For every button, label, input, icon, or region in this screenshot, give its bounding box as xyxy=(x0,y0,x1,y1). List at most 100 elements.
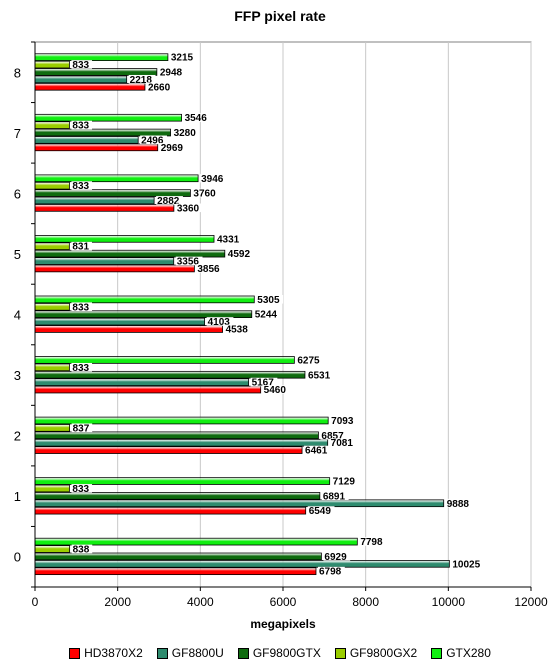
data-label-bg xyxy=(216,234,243,244)
data-label-bg xyxy=(307,506,335,515)
data-label: 6857 xyxy=(321,431,344,442)
bar-gtx280 xyxy=(34,113,182,122)
data-label: 5167 xyxy=(252,378,275,389)
data-label: 6531 xyxy=(308,370,331,381)
bar-gf8800u xyxy=(34,136,139,144)
data-label: 7093 xyxy=(331,416,354,427)
legend-swatch xyxy=(156,647,168,659)
data-label: 7129 xyxy=(333,477,356,488)
data-label-bg xyxy=(156,196,183,205)
data-label: 3360 xyxy=(177,203,200,214)
data-label: 3356 xyxy=(177,257,200,268)
y-tick-label: 2 xyxy=(14,429,21,444)
data-label: 6891 xyxy=(323,491,346,502)
legend-swatch xyxy=(237,647,249,659)
x-tick-label: 10000 xyxy=(432,595,466,609)
data-label: 6798 xyxy=(319,567,342,578)
y-tick-label: 6 xyxy=(14,186,21,201)
data-label: 3215 xyxy=(171,53,194,64)
bar-gtx280 xyxy=(34,53,169,61)
data-label: 7798 xyxy=(360,537,383,548)
bar-gf8800u xyxy=(34,438,329,447)
legend-label: GF8800U xyxy=(171,646,224,660)
x-tick-label: 12000 xyxy=(514,595,548,609)
legend-swatch xyxy=(334,647,346,659)
data-label-bg xyxy=(71,181,93,190)
data-label: 2218 xyxy=(130,75,153,86)
data-label-bg xyxy=(183,113,211,122)
data-label-bg xyxy=(71,484,93,493)
data-label: 838 xyxy=(73,545,90,556)
y-tick-label: 5 xyxy=(14,247,21,262)
bar-hd3870x2 xyxy=(34,204,175,212)
data-label-bg xyxy=(196,264,224,273)
data-label-bg xyxy=(128,74,156,84)
data-label: 6461 xyxy=(305,446,328,457)
data-label: 4331 xyxy=(217,234,240,245)
bar-hd3870x2 xyxy=(34,567,317,576)
data-label: 833 xyxy=(72,60,89,71)
legend-label: GF9800GTX xyxy=(252,646,321,660)
legend: HD3870X2 GF8800U GF9800GTX GF9800GX2 GTX280 xyxy=(0,646,560,660)
data-label-bg xyxy=(159,142,187,152)
bar-gf9800gx2 xyxy=(34,424,70,432)
data-label: 833 xyxy=(72,121,89,132)
bar-gf9800gx2 xyxy=(34,242,70,251)
data-label: 6275 xyxy=(297,355,320,366)
data-label-bg xyxy=(317,566,345,576)
bar-hd3870x2 xyxy=(34,506,307,515)
legend-label: GTX280 xyxy=(446,646,491,660)
data-label-bg xyxy=(192,188,220,198)
bar-hd3870x2 xyxy=(34,264,195,273)
data-label: 7081 xyxy=(331,438,354,449)
bar-hd3870x2 xyxy=(34,325,223,333)
data-label-bg xyxy=(296,355,324,365)
data-label: 9888 xyxy=(447,499,470,510)
data-label-bg xyxy=(323,552,351,561)
bar-hd3870x2 xyxy=(34,82,146,91)
data-label: 2660 xyxy=(148,82,171,93)
data-label-bg xyxy=(306,370,334,379)
data-label-bg xyxy=(169,52,197,62)
data-label: 5305 xyxy=(257,295,280,306)
data-label-bg xyxy=(71,544,93,554)
y-tick-label: 0 xyxy=(14,550,21,565)
data-label: 6929 xyxy=(324,552,347,563)
bar-gf8800u xyxy=(34,196,155,205)
legend-item: GTX280 xyxy=(431,646,491,660)
data-label: 833 xyxy=(72,484,89,495)
data-label-bg xyxy=(256,295,284,304)
y-tick-label: 1 xyxy=(14,489,21,504)
data-label: 3546 xyxy=(185,113,208,124)
x-tick-label: 0 xyxy=(32,595,39,609)
data-label-bg xyxy=(331,476,359,486)
y-tick-label: 8 xyxy=(14,65,21,80)
bar-gtx280 xyxy=(34,174,199,183)
data-label: 2882 xyxy=(157,196,180,207)
data-label: 4103 xyxy=(208,317,231,328)
data-label-bg xyxy=(175,256,203,266)
data-label: 3946 xyxy=(201,174,224,185)
bar-gf8800u xyxy=(34,75,128,84)
bar-chart: 0 2000 4000 6000 8000 10000 12000 0 7798 838 6929… xyxy=(14,41,548,631)
data-label-bg xyxy=(329,438,357,447)
data-label-bg xyxy=(175,203,203,213)
data-label-bg xyxy=(445,498,473,508)
data-label-bg xyxy=(71,423,93,433)
data-label: 10025 xyxy=(452,559,480,570)
bar-gtx280 xyxy=(34,235,215,243)
bar-gf9800gx2 xyxy=(34,181,70,190)
data-label: 837 xyxy=(73,423,90,434)
data-label-bg xyxy=(451,559,485,569)
legend-swatch xyxy=(69,647,81,659)
bar-gf9800gx2 xyxy=(34,60,70,69)
data-label-bg xyxy=(262,385,290,394)
data-label: 833 xyxy=(72,363,89,374)
legend-item: HD3870X2 xyxy=(69,646,143,660)
y-tick-label: 7 xyxy=(14,126,21,141)
bar-gf9800gx2 xyxy=(34,121,70,129)
bar-gf9800gx2 xyxy=(34,484,70,493)
data-label-bg xyxy=(253,309,281,319)
data-label: 5244 xyxy=(255,310,278,321)
bar-hd3870x2 xyxy=(34,143,159,152)
